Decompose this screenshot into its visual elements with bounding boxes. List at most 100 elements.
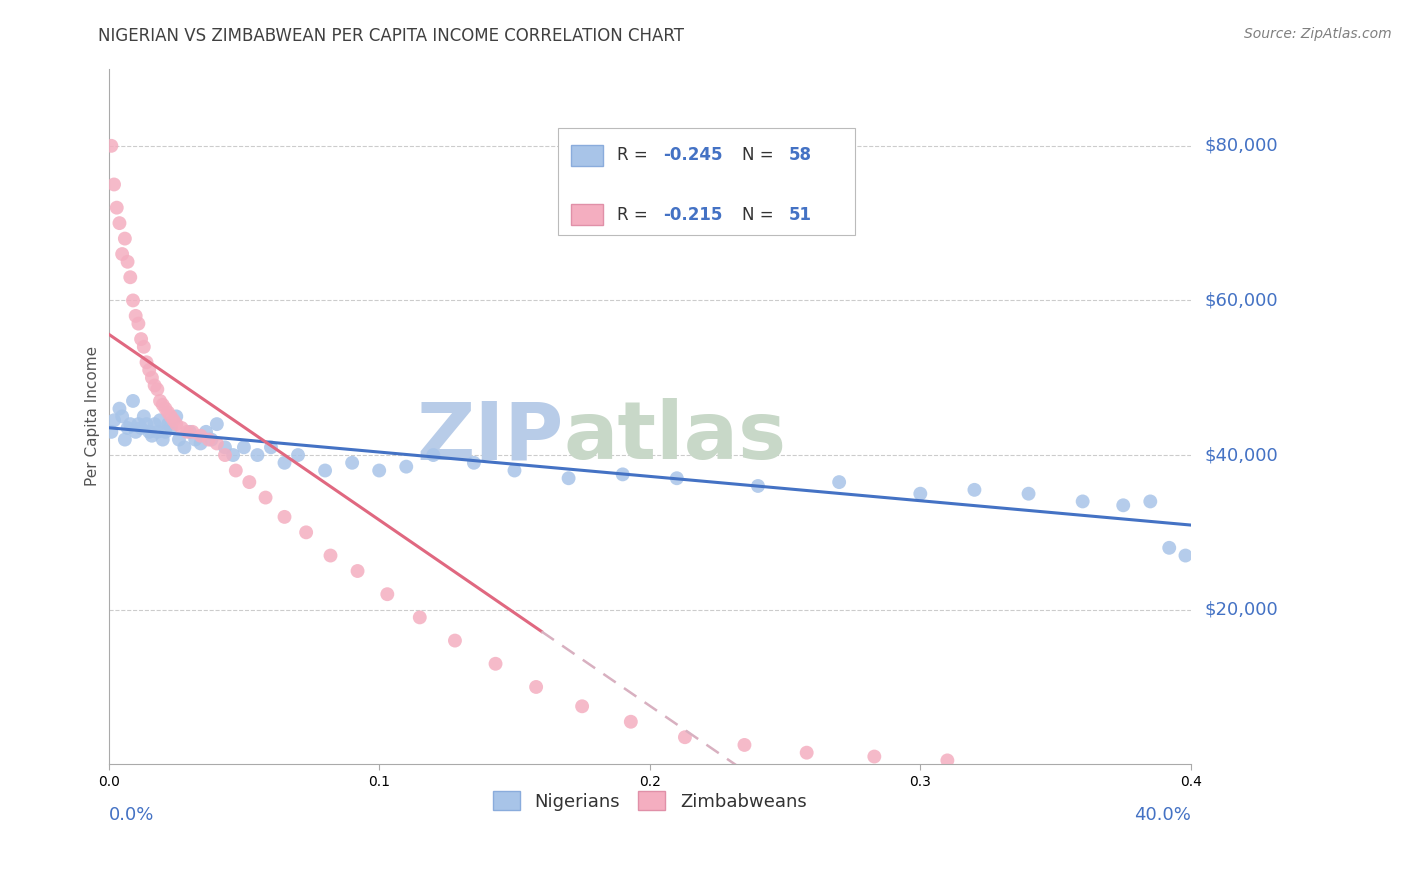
Point [160,421,183,435]
Point [863,749,886,764]
Text: Source: ZipAtlas.com: Source: ZipAtlas.com [1244,27,1392,41]
Point [665,471,688,485]
Point [135,355,157,369]
Point [222,448,245,462]
Point [184,433,207,447]
Point [100,138,122,153]
Point [152,398,174,412]
Point [117,421,139,435]
Point [273,456,295,470]
Point [246,448,269,462]
Legend: Nigerians, Zimbabweans: Nigerians, Zimbabweans [486,784,814,818]
Text: N =: N = [742,206,779,224]
Text: N =: N = [742,146,779,164]
Point [152,433,174,447]
Point [117,254,139,268]
Point [571,699,593,714]
Point [620,714,643,729]
Point [181,425,204,439]
Point [173,440,195,454]
Text: $40,000: $40,000 [1205,446,1278,464]
Point [125,425,148,439]
Point [141,428,163,442]
Point [132,340,155,354]
Point [368,463,391,477]
Point [108,401,131,416]
Point [409,610,432,624]
Point [120,417,142,431]
Point [170,421,193,435]
Point [503,463,526,477]
Text: 51: 51 [789,206,811,224]
Point [963,483,986,497]
Point [796,746,818,760]
Text: R =: R = [617,206,654,224]
Point [157,405,180,419]
Point [733,738,755,752]
Point [122,293,145,308]
Point [111,247,134,261]
Point [747,479,769,493]
Point [1159,541,1181,555]
Point [828,475,851,489]
Text: atlas: atlas [564,398,786,476]
Point [214,448,236,462]
Point [141,370,163,384]
FancyBboxPatch shape [571,204,603,225]
Point [132,409,155,424]
Point [100,425,122,439]
Point [200,433,222,447]
Point [122,393,145,408]
Point [149,393,172,408]
Point [103,413,125,427]
Point [1112,498,1135,512]
Text: 0.0%: 0.0% [108,806,155,824]
Point [524,680,547,694]
Point [484,657,506,671]
Point [138,363,160,377]
Point [149,413,172,427]
Point [1018,486,1040,500]
Text: NIGERIAN VS ZIMBABWEAN PER CAPITA INCOME CORRELATION CHART: NIGERIAN VS ZIMBABWEAN PER CAPITA INCOME… [98,27,685,45]
Text: -0.215: -0.215 [662,206,723,224]
Point [205,417,228,431]
Point [195,425,218,439]
Point [1071,494,1094,508]
Point [214,440,236,454]
Point [314,463,336,477]
Point [138,425,160,439]
Point [197,433,219,447]
Point [160,409,183,424]
Point [103,178,125,192]
Point [129,332,152,346]
Point [127,317,149,331]
Point [111,409,134,424]
Text: $60,000: $60,000 [1205,292,1278,310]
Point [143,417,166,431]
Text: -0.245: -0.245 [662,146,723,164]
Point [176,425,198,439]
Text: $20,000: $20,000 [1205,600,1278,619]
Point [340,456,363,470]
Point [114,231,136,245]
Point [190,436,212,450]
Point [1174,549,1197,563]
Point [910,486,932,500]
Point [422,448,444,462]
Point [146,382,169,396]
Point [129,421,152,435]
Point [557,471,579,485]
Point [1139,494,1161,508]
Point [936,753,959,767]
Point [155,425,177,439]
Text: R =: R = [617,146,654,164]
Point [114,433,136,447]
Point [165,417,187,431]
Point [375,587,398,601]
Point [179,425,201,439]
Point [120,270,142,285]
Point [319,549,342,563]
Point [287,448,309,462]
Point [232,440,254,454]
Point [108,216,131,230]
